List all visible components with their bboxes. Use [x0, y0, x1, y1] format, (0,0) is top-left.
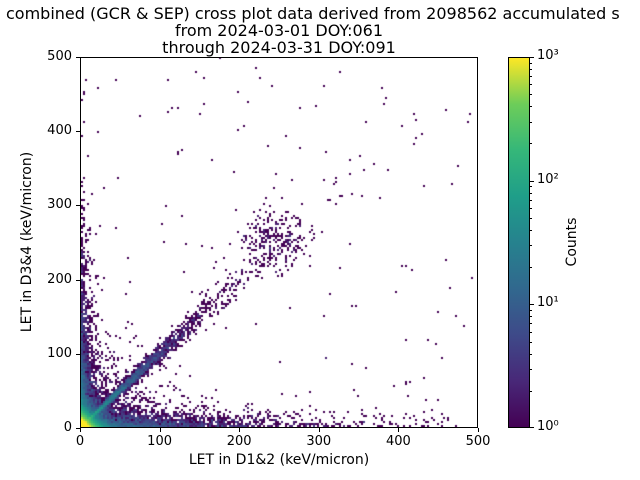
y-tick-label: 300 — [47, 197, 72, 213]
scatter-density-canvas — [81, 58, 477, 427]
colorbar-minor-tick-mark — [530, 186, 532, 188]
x-tick-mark — [318, 428, 320, 432]
colorbar-tick-mark — [530, 304, 534, 306]
plot-area — [80, 57, 478, 428]
colorbar-tick-label: 10³ — [537, 48, 559, 63]
colorbar-minor-tick-mark — [530, 192, 532, 194]
y-tick-label: 200 — [47, 271, 72, 287]
colorbar-minor-tick-mark — [530, 368, 532, 370]
y-tick-label: 0 — [63, 420, 72, 435]
y-tick-mark — [76, 353, 80, 355]
colorbar-tick-label: 10² — [537, 171, 559, 187]
colorbar-minor-tick-mark — [530, 341, 532, 343]
colorbar-minor-tick-mark — [530, 68, 532, 70]
colorbar-minor-tick-mark — [530, 331, 532, 333]
x-tick-label: 400 — [385, 434, 411, 449]
colorbar-minor-tick-mark — [530, 309, 532, 311]
colorbar-minor-tick-mark — [530, 229, 532, 231]
colorbar-tick-mark — [530, 427, 534, 428]
colorbar-gradient — [509, 58, 529, 427]
colorbar-minor-tick-mark — [530, 106, 532, 108]
colorbar-minor-tick-mark — [530, 62, 532, 64]
x-tick-label: 500 — [465, 434, 491, 449]
x-tick-label: 100 — [147, 434, 172, 449]
y-tick-mark — [76, 57, 80, 58]
colorbar-minor-tick-mark — [530, 353, 532, 355]
chart-title: combined (GCR & SEP) cross plot data der… — [6, 4, 620, 23]
colorbar-minor-tick-mark — [530, 267, 532, 269]
x-tick-label: 200 — [226, 434, 252, 449]
y-tick-mark — [76, 205, 80, 207]
y-tick-label: 500 — [47, 49, 72, 64]
colorbar-minor-tick-mark — [530, 84, 532, 86]
colorbar — [508, 57, 530, 428]
y-tick-mark — [76, 279, 80, 281]
colorbar-minor-tick-mark — [530, 208, 532, 210]
colorbar-tick-mark — [530, 57, 534, 58]
chart-subtitle-from: from 2024-03-01 DOY:061 — [174, 21, 383, 40]
colorbar-minor-tick-mark — [530, 245, 532, 247]
x-tick-mark — [478, 428, 479, 432]
x-tick-label: 300 — [306, 434, 332, 449]
colorbar-minor-tick-mark — [530, 94, 532, 96]
y-tick-label: 400 — [47, 123, 72, 139]
colorbar-minor-tick-mark — [530, 76, 532, 78]
x-tick-mark — [159, 428, 161, 432]
y-tick-mark — [76, 428, 80, 429]
colorbar-tick-label: 10¹ — [537, 295, 559, 311]
colorbar-tick-label: 10⁰ — [537, 419, 559, 434]
x-tick-mark — [398, 428, 400, 432]
colorbar-minor-tick-mark — [530, 316, 532, 318]
y-axis-label: LET in D3&4 (keV/micron) — [19, 151, 35, 333]
colorbar-minor-tick-mark — [530, 323, 532, 325]
x-axis-label: LET in D1&2 (keV/micron) — [188, 452, 370, 468]
colorbar-minor-tick-mark — [530, 121, 532, 123]
colorbar-label: Counts — [564, 217, 580, 267]
colorbar-tick-mark — [530, 180, 534, 182]
x-tick-mark — [239, 428, 241, 432]
colorbar-minor-tick-mark — [530, 390, 532, 392]
colorbar-minor-tick-mark — [530, 217, 532, 219]
y-tick-label: 100 — [47, 345, 72, 361]
colorbar-minor-tick-mark — [530, 199, 532, 201]
chart-subtitle-through: through 2024-03-31 DOY:091 — [162, 38, 396, 57]
x-tick-mark — [80, 428, 81, 432]
x-tick-label: 0 — [75, 434, 85, 449]
colorbar-minor-tick-mark — [530, 143, 532, 145]
y-tick-mark — [76, 131, 80, 133]
